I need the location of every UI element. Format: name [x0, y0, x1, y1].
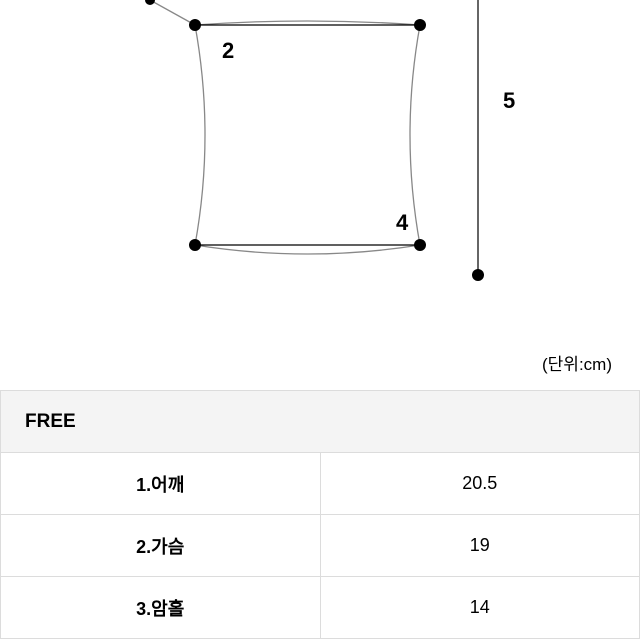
- unit-label: (단위:cm): [542, 350, 612, 375]
- table-row: 1.어깨 20.5: [1, 453, 640, 515]
- table-row: 3.암홀 14: [1, 577, 640, 639]
- table-header: FREE: [1, 391, 640, 453]
- row-value: 19: [320, 515, 640, 577]
- row-value: 14: [320, 577, 640, 639]
- diagram-label-4: 4: [396, 210, 408, 236]
- table-header-row: FREE: [1, 391, 640, 453]
- diagram-area: 2 4 5: [0, 0, 640, 330]
- diagram-label-2: 2: [222, 38, 234, 64]
- row-label: 3.암홀: [1, 577, 321, 639]
- table-row: 2.가슴 19: [1, 515, 640, 577]
- diagram-label-5: 5: [503, 88, 515, 114]
- row-value: 20.5: [320, 453, 640, 515]
- row-label: 2.가슴: [1, 515, 321, 577]
- garment-diagram-svg: [0, 0, 640, 330]
- row-label: 1.어깨: [1, 453, 321, 515]
- size-table: FREE 1.어깨 20.5 2.가슴 19 3.암홀 14: [0, 390, 640, 639]
